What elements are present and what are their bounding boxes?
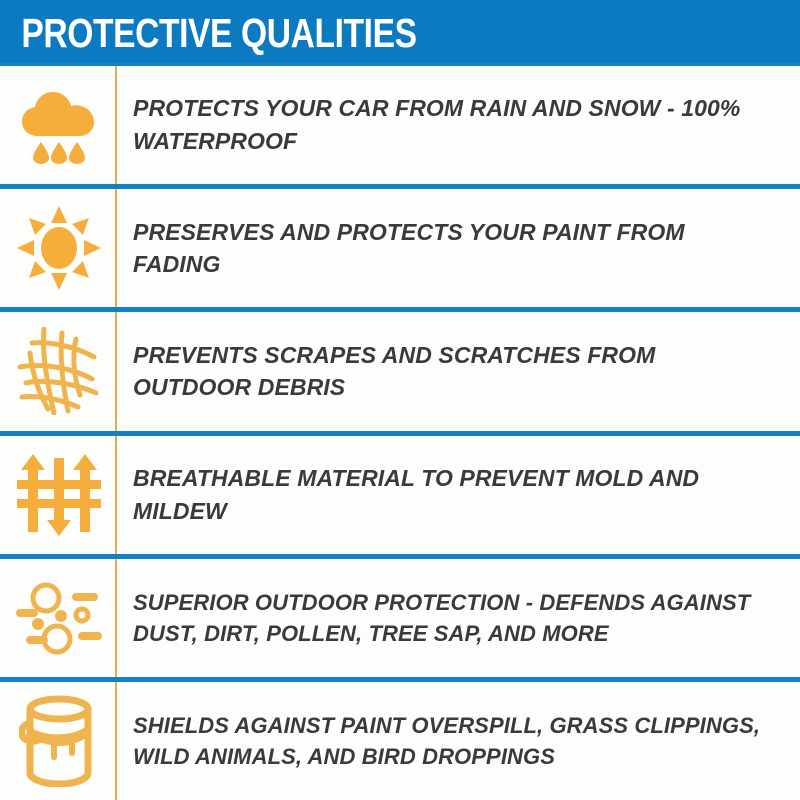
text-cell: PROTECTS YOUR CAR FROM RAIN AND SNOW - 1… (117, 66, 800, 184)
text-cell: PRESERVES AND PROTECTS YOUR PAINT FROM F… (117, 189, 800, 307)
paint-can-icon (18, 695, 91, 787)
list-item-label: PRESERVES AND PROTECTS YOUR PAINT FROM F… (133, 218, 685, 278)
icon-cell (0, 435, 117, 554)
rain-cloud-icon (21, 92, 94, 165)
header-bar: PROTECTIVE QUALITIES (0, 0, 800, 66)
text-cell: BREATHABLE MATERIAL TO PREVENT MOLD AND … (117, 436, 800, 554)
airflow-arrows-icon (16, 453, 101, 536)
sun-icon (16, 206, 101, 291)
icon-cell (0, 312, 117, 431)
list-item: BREATHABLE MATERIAL TO PREVENT MOLD AND … (0, 435, 800, 559)
list-item-label: SUPERIOR OUTDOOR PROTECTION - DEFENDS AG… (133, 589, 751, 646)
page-title: PROTECTIVE QUALITIES (21, 9, 417, 56)
list-item-label: PREVENTS SCRAPES AND SCRATCHES FROM OUTD… (133, 341, 656, 401)
list-item-label: BREATHABLE MATERIAL TO PREVENT MOLD AND … (133, 464, 700, 524)
list-item: PROTECTS YOUR CAR FROM RAIN AND SNOW - 1… (0, 66, 800, 190)
icon-cell (0, 558, 117, 678)
scratch-mesh-icon (17, 327, 98, 416)
list-item: SHIELDS AGAINST PAINT OVERSPILL, GRASS C… (0, 681, 800, 800)
icon-cell (0, 189, 117, 308)
list-item: PREVENTS SCRAPES AND SCRATCHES FROM OUTD… (0, 312, 800, 436)
icon-cell (0, 681, 117, 800)
list-item-label: SHIELDS AGAINST PAINT OVERSPILL, GRASS C… (133, 712, 761, 769)
dust-particles-icon (15, 582, 102, 655)
list-item: PRESERVES AND PROTECTS YOUR PAINT FROM F… (0, 189, 800, 313)
text-cell: PREVENTS SCRAPES AND SCRATCHES FROM OUTD… (117, 312, 800, 430)
icon-cell (0, 66, 117, 185)
text-cell: SHIELDS AGAINST PAINT OVERSPILL, GRASS C… (117, 682, 800, 800)
list-item-label: PROTECTS YOUR CAR FROM RAIN AND SNOW - 1… (133, 95, 741, 155)
list-item: SUPERIOR OUTDOOR PROTECTION - DEFENDS AG… (0, 558, 800, 682)
text-cell: SUPERIOR OUTDOOR PROTECTION - DEFENDS AG… (117, 559, 800, 677)
feature-list: PROTECTS YOUR CAR FROM RAIN AND SNOW - 1… (0, 66, 800, 800)
